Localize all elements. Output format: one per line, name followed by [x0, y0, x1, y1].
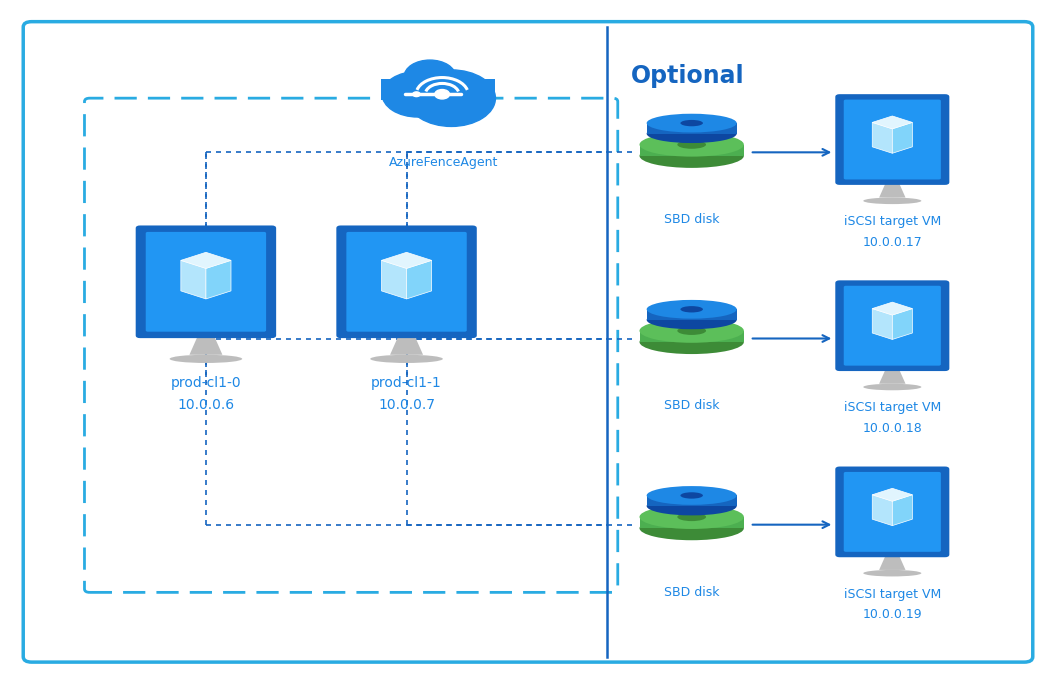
Polygon shape — [892, 495, 912, 525]
FancyBboxPatch shape — [336, 225, 477, 338]
Ellipse shape — [640, 319, 743, 343]
Ellipse shape — [646, 125, 737, 143]
Text: SBD disk: SBD disk — [664, 586, 719, 598]
Ellipse shape — [863, 198, 921, 204]
Ellipse shape — [680, 306, 703, 313]
Polygon shape — [646, 309, 737, 320]
FancyBboxPatch shape — [835, 94, 949, 185]
Text: prod-cl1-1: prod-cl1-1 — [372, 376, 441, 390]
Ellipse shape — [646, 311, 737, 329]
Polygon shape — [206, 261, 231, 299]
Polygon shape — [879, 368, 906, 384]
Polygon shape — [892, 309, 912, 339]
Ellipse shape — [680, 492, 703, 499]
Ellipse shape — [170, 355, 242, 363]
Polygon shape — [892, 123, 912, 153]
Polygon shape — [381, 253, 432, 268]
Ellipse shape — [640, 505, 743, 529]
Ellipse shape — [646, 300, 737, 319]
Polygon shape — [872, 488, 912, 501]
Polygon shape — [390, 335, 423, 355]
FancyBboxPatch shape — [844, 472, 941, 552]
Text: SBD disk: SBD disk — [664, 399, 719, 412]
Ellipse shape — [680, 120, 703, 127]
Ellipse shape — [677, 326, 706, 335]
Polygon shape — [879, 554, 906, 570]
Polygon shape — [640, 145, 743, 156]
Text: iSCSI target VM: iSCSI target VM — [844, 588, 941, 600]
Polygon shape — [189, 335, 223, 355]
Ellipse shape — [640, 133, 743, 156]
FancyBboxPatch shape — [844, 100, 941, 179]
Polygon shape — [879, 182, 906, 198]
Ellipse shape — [646, 486, 737, 505]
Text: 10.0.0.17: 10.0.0.17 — [863, 236, 922, 248]
Circle shape — [408, 70, 495, 127]
Text: prod-cl1-0: prod-cl1-0 — [171, 376, 241, 390]
Polygon shape — [181, 253, 231, 268]
Ellipse shape — [863, 570, 921, 576]
Polygon shape — [872, 495, 892, 525]
Polygon shape — [872, 116, 912, 129]
Polygon shape — [407, 261, 432, 299]
Text: iSCSI target VM: iSCSI target VM — [844, 401, 941, 414]
Polygon shape — [872, 309, 892, 339]
Circle shape — [413, 92, 420, 97]
Text: iSCSI target VM: iSCSI target VM — [844, 215, 941, 228]
Text: AzureFenceAgent: AzureFenceAgent — [389, 156, 498, 169]
Polygon shape — [646, 496, 737, 506]
Polygon shape — [381, 261, 407, 299]
Ellipse shape — [640, 516, 743, 540]
Circle shape — [435, 89, 450, 99]
Text: 10.0.0.6: 10.0.0.6 — [177, 398, 234, 412]
FancyBboxPatch shape — [844, 286, 941, 366]
Ellipse shape — [677, 140, 706, 149]
FancyBboxPatch shape — [146, 232, 266, 332]
Ellipse shape — [640, 330, 743, 354]
Circle shape — [404, 60, 455, 93]
Polygon shape — [872, 123, 892, 153]
Polygon shape — [640, 331, 743, 342]
Polygon shape — [381, 79, 495, 100]
Ellipse shape — [640, 144, 743, 168]
Ellipse shape — [371, 355, 442, 363]
Ellipse shape — [646, 114, 737, 133]
Polygon shape — [181, 261, 206, 299]
Circle shape — [382, 72, 453, 117]
Text: SBD disk: SBD disk — [664, 213, 719, 226]
Text: 10.0.0.7: 10.0.0.7 — [378, 398, 435, 412]
FancyBboxPatch shape — [835, 466, 949, 557]
FancyBboxPatch shape — [346, 232, 467, 332]
FancyBboxPatch shape — [135, 225, 277, 338]
FancyBboxPatch shape — [835, 280, 949, 371]
Ellipse shape — [646, 497, 737, 515]
Text: 10.0.0.18: 10.0.0.18 — [863, 422, 922, 435]
Ellipse shape — [863, 384, 921, 390]
Text: Optional: Optional — [630, 64, 744, 88]
Polygon shape — [646, 123, 737, 133]
Polygon shape — [872, 302, 912, 315]
Text: 10.0.0.19: 10.0.0.19 — [863, 608, 922, 621]
FancyBboxPatch shape — [23, 22, 1033, 662]
Ellipse shape — [677, 512, 706, 521]
Polygon shape — [640, 517, 743, 528]
